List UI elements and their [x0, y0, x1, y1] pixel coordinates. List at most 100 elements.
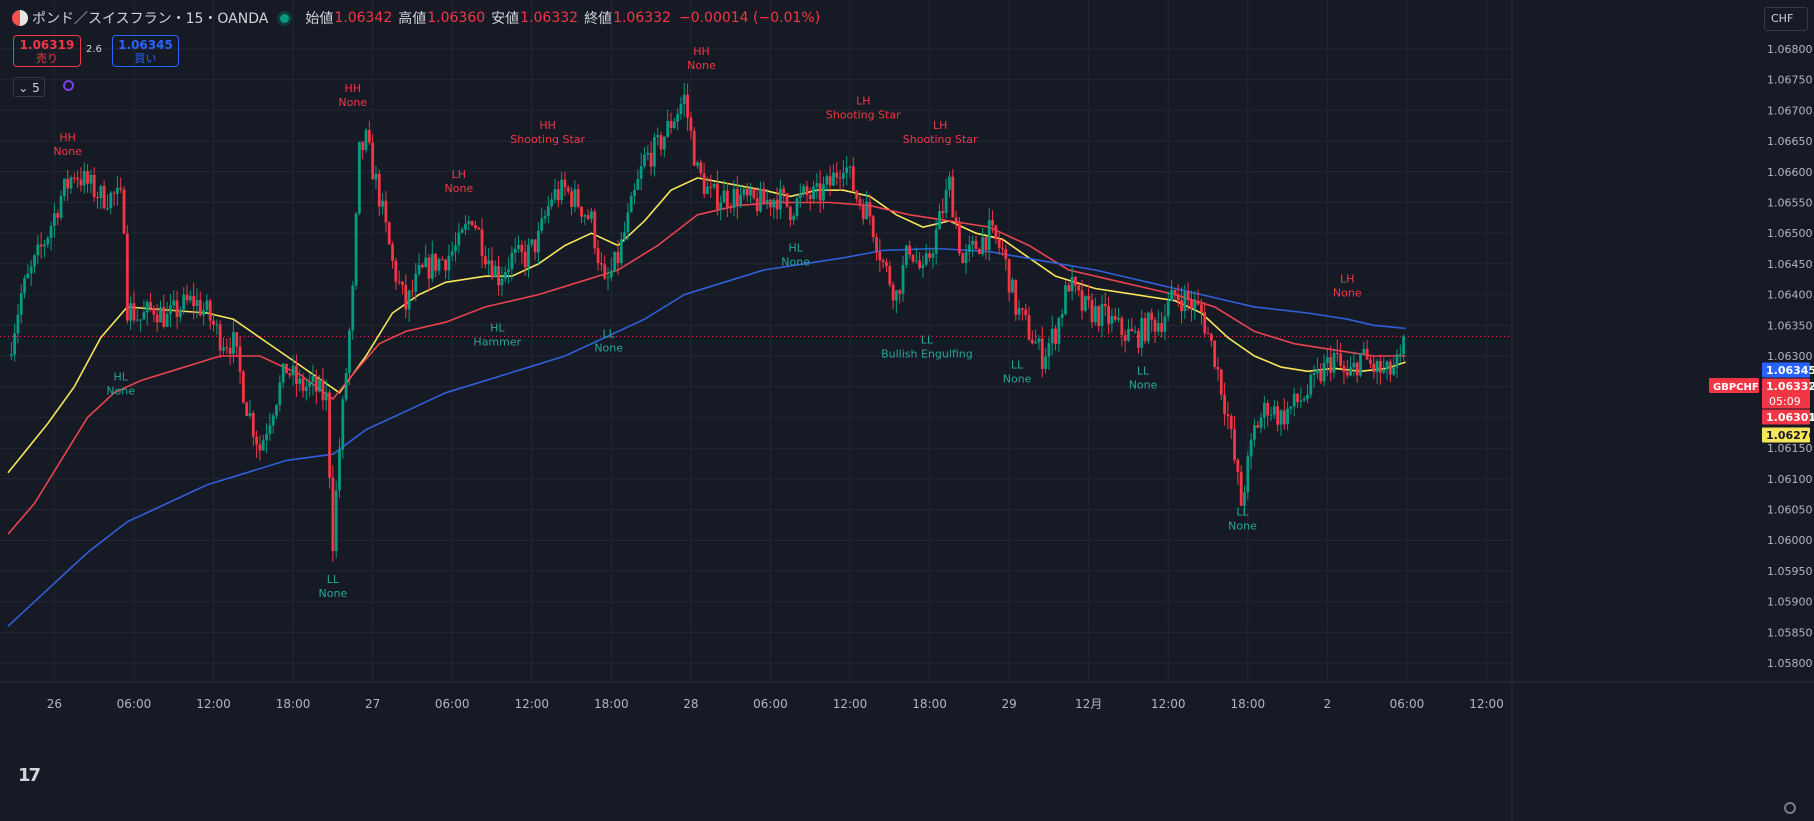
candle-body [404, 284, 408, 310]
candle-body [1388, 361, 1392, 375]
currency-button[interactable]: CHF [1764, 7, 1808, 31]
candle-body [460, 229, 464, 233]
candle-body [606, 277, 610, 279]
candle-body [924, 253, 928, 265]
candle-body [938, 211, 941, 230]
candle-body [818, 183, 822, 201]
candle-body [66, 178, 70, 189]
candle-body [570, 191, 573, 207]
candle-body [351, 285, 355, 331]
candle-body [808, 195, 812, 199]
candle-body [132, 303, 136, 321]
candle-body [1382, 369, 1386, 373]
candle-body [357, 141, 361, 214]
candle-body [427, 257, 431, 279]
candle-body [387, 222, 391, 245]
candle-body [908, 245, 912, 255]
candle-body [858, 198, 862, 205]
x-tick-label: 27 [365, 697, 380, 711]
candle-body [477, 228, 481, 230]
candle-body [778, 188, 782, 210]
sell-button[interactable]: 1.06319 売り [13, 35, 81, 67]
price-tag [1762, 378, 1810, 409]
high-label: 高値 [398, 11, 427, 27]
candle-body [417, 264, 421, 274]
candle-body [1004, 249, 1008, 260]
candle-body [1299, 400, 1303, 403]
candle-body [53, 213, 56, 226]
y-tick-label: 1.06400 [1767, 289, 1813, 302]
candle-body [1266, 403, 1270, 416]
swing-label-type: LL [1011, 358, 1024, 371]
candle-body [1345, 372, 1349, 376]
candle-body [397, 281, 401, 283]
candle-body [1163, 316, 1167, 332]
candle-body [898, 290, 902, 294]
buy-button[interactable]: 1.06345 買い [112, 35, 179, 67]
buy-label: 買い [134, 52, 157, 65]
swing-label-pattern: None [1228, 520, 1257, 533]
symbol-legend[interactable]: ポンド／スイスフラン・15・OANDA 始値 1.06342 高値 1.06360 … [12, 6, 820, 30]
candle-body [739, 194, 743, 206]
candle-body [769, 199, 772, 208]
candle-body [1014, 279, 1018, 315]
candle-body [1156, 323, 1160, 332]
candle-body [1107, 306, 1110, 324]
candle-body [16, 314, 20, 334]
candle-body [1223, 394, 1227, 415]
candle-body [1233, 429, 1236, 461]
candle-body [354, 213, 358, 286]
swing-label-pattern: None [687, 59, 716, 72]
x-tick-label: 18:00 [276, 697, 311, 711]
candle-body [722, 190, 726, 203]
candle-body [1087, 295, 1091, 301]
x-tick-label: 18:00 [912, 697, 947, 711]
candle-body [119, 187, 123, 190]
candle-body [56, 213, 60, 218]
candle-body [921, 264, 925, 269]
candle-body [248, 412, 252, 416]
candle-body [599, 262, 603, 265]
x-tick-label: 18:00 [594, 697, 629, 711]
candle-body [613, 251, 617, 271]
indicators-toggle[interactable]: ⌄ 5 [13, 77, 45, 97]
swing-label-pattern: Shooting Star [903, 133, 978, 146]
candle-body [653, 137, 656, 167]
time-axis[interactable]: 26 06:00 12:00 18:00 27 06:00 12:00 18:00 28 06:0… [47, 697, 1504, 711]
candle-body [1342, 365, 1346, 373]
candle-body [79, 179, 83, 186]
y-tick-label: 1.05950 [1767, 565, 1813, 578]
candle-body [745, 188, 749, 196]
candle-body [1173, 289, 1177, 294]
x-tick-label: 12:00 [1151, 697, 1186, 711]
candle-body [1044, 356, 1047, 369]
sync-icon[interactable] [63, 80, 74, 91]
candle-body [832, 172, 835, 186]
swing-label-type: HL [114, 371, 129, 384]
indicator-count: 5 [32, 81, 40, 95]
symbol-title[interactable]: ポンド／スイスフラン・15・OANDA [32, 11, 269, 27]
candle-body [13, 333, 17, 355]
candle-body [1200, 304, 1203, 313]
candle-body [888, 266, 892, 285]
open-label: 始値 [305, 11, 334, 27]
candle-body [414, 273, 418, 292]
candle-body [765, 199, 769, 204]
candle-body [1150, 312, 1154, 320]
tradingview-logo-icon[interactable]: 17 [18, 765, 41, 786]
candle-body [444, 259, 447, 271]
candle-body [145, 301, 149, 313]
candle-body [1279, 410, 1283, 425]
swing-label-type: LH [856, 94, 870, 107]
candle-body [62, 178, 66, 197]
swing-label-type: LL [327, 573, 340, 586]
spread-value: 2.6 [86, 44, 102, 55]
candle-body [1011, 279, 1014, 293]
candle-body [977, 248, 981, 254]
price-axis[interactable]: 1.06800 1.06750 1.06700 1.06650 1.06600 1.065… [1767, 43, 1813, 670]
candle-body [928, 253, 931, 258]
candle-body [742, 188, 746, 195]
candle-body [9, 354, 13, 356]
gear-icon[interactable] [1784, 802, 1796, 814]
